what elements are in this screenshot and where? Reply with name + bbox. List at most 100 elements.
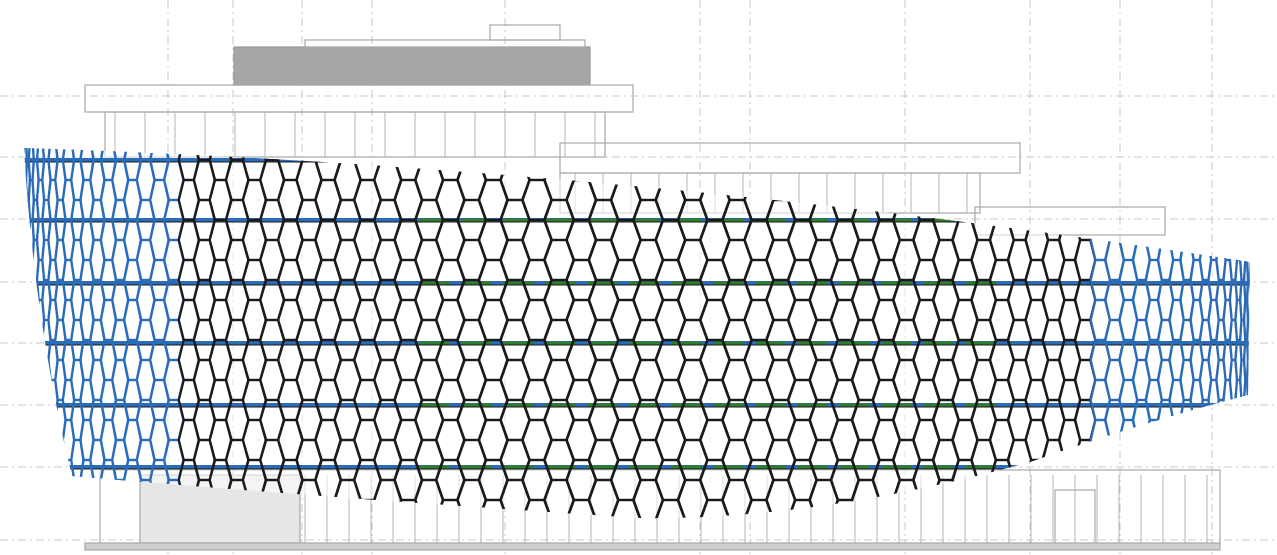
facade-hexagon-cell	[333, 148, 362, 162]
facade-hexagon-cell	[808, 148, 839, 162]
facade-hexagon-cell	[1144, 178, 1163, 222]
facade-hexagon-cell	[123, 498, 142, 519]
facade-hexagon-cell	[81, 100, 94, 140]
facade-hexagon-cell	[29, 100, 34, 140]
facade-hexagon-cell	[1245, 438, 1250, 482]
facade-hexagon-cell	[743, 148, 775, 182]
facade-hexagon-cell	[1104, 438, 1125, 482]
facade-hexagon-cell	[1234, 218, 1243, 262]
facade-hexagon-cell	[150, 100, 168, 140]
facade-hexagon-cell	[35, 338, 46, 382]
facade-hexagon-cell	[989, 178, 1015, 222]
facade-hexagon-cell	[31, 318, 40, 362]
facade-hexagon-cell	[1243, 148, 1250, 182]
facade-hexagon-cell	[932, 158, 960, 202]
facade-hexagon-cell	[951, 148, 979, 182]
facade-hexagon-cell	[932, 148, 960, 162]
facade-hexagon-cell	[970, 158, 997, 202]
facade-hexagon-cell	[851, 158, 881, 202]
facade-hexagon-cell	[808, 158, 839, 202]
facade-hexagon-cell	[1157, 148, 1175, 162]
facade-hexagon-cell	[677, 148, 709, 162]
facade-hexagon-cell	[831, 100, 858, 140]
facade-hexagon-cell	[1245, 478, 1250, 519]
facade-hexagon-cell	[1198, 158, 1213, 202]
facade-hexagon-cell	[1245, 148, 1250, 162]
facade-hexagon-cell	[41, 438, 52, 482]
facade-hexagon-cell	[892, 148, 921, 162]
facade-hexagon-cell	[111, 478, 130, 519]
facade-hexagon-cell	[611, 100, 640, 140]
facade-hexagon-cell	[912, 148, 941, 182]
facade-hexagon-cell	[24, 298, 29, 342]
facade-hexagon-cell	[1228, 198, 1239, 242]
facade-hexagon-cell	[912, 178, 941, 222]
facade-hexagon-cell	[24, 398, 31, 442]
facade-hexagon-cell	[1089, 148, 1111, 182]
facade-hexagon-cell	[1120, 100, 1138, 140]
facade-hexagon-cell	[654, 148, 687, 182]
facade-hexagon-cell	[1157, 478, 1175, 519]
facade-hexagon-cell	[1228, 398, 1239, 442]
facade-hexagon-cell	[1144, 418, 1163, 462]
facade-hexagon-cell	[656, 100, 685, 140]
facade-hexagon-cell	[477, 148, 509, 182]
facade-hexagon-cell	[1144, 458, 1163, 502]
facade-hexagon-cell	[990, 100, 1013, 140]
facade-hexagon-cell	[1104, 478, 1125, 519]
facade-hexagon-cell	[27, 418, 35, 462]
facade-hexagon-cell	[1207, 178, 1220, 222]
facade-hexagon-cell	[1104, 148, 1125, 162]
facade-hexagon-cell	[24, 278, 31, 322]
facade-hexagon-cell	[1209, 100, 1219, 140]
facade-hexagon-cell	[1244, 100, 1248, 140]
facade-hexagon-cell	[1170, 100, 1184, 140]
facade-hexagon-cell	[24, 358, 31, 402]
facade-hexagon-cell	[543, 148, 575, 162]
facade-hexagon-cell	[1228, 158, 1239, 202]
facade-hexagon-cell	[27, 498, 35, 519]
facade-hexagon-cell	[1243, 418, 1250, 462]
facade-hexagon-cell	[210, 100, 231, 140]
facade-hexagon-cell	[1245, 358, 1250, 402]
facade-hexagon-cell	[373, 148, 403, 162]
facade-hexagon-cell	[1146, 100, 1162, 140]
upper-slab	[84, 84, 634, 113]
facade-hexagon-cell	[1224, 100, 1232, 140]
facade-hexagon-cell	[932, 478, 960, 519]
facade-hexagon-cell	[1007, 478, 1033, 519]
facade-hexagon-cell	[1215, 478, 1227, 519]
facade-hexagon-cell	[1118, 458, 1139, 502]
facade-hexagon-cell	[1243, 218, 1250, 262]
facade-hexagon-cell	[1222, 218, 1233, 262]
facade-hexagon-cell	[989, 498, 1015, 519]
facade-hexagon-cell	[1074, 438, 1097, 482]
facade-hexagon-cell	[192, 148, 216, 162]
facade-hexagon-cell	[1239, 438, 1247, 482]
facade-hexagon-cell	[179, 100, 199, 140]
facade-hexagon-cell	[1179, 478, 1195, 519]
facade-hexagon-cell	[101, 100, 116, 140]
facade-hexagon-cell	[1234, 458, 1243, 502]
facade-hexagon-cell	[27, 258, 35, 302]
facade-hexagon-cell	[1234, 178, 1243, 222]
facade-hexagon-cell	[523, 100, 552, 140]
facade-hexagon-cell	[1118, 178, 1139, 222]
facade-hexagon-cell	[951, 178, 979, 222]
facade-hexagon-cell	[1074, 148, 1097, 162]
facade-hexagon-cell	[1058, 498, 1082, 519]
facade-hexagon-cell	[48, 100, 57, 140]
facade-hexagon-cell	[1157, 158, 1175, 202]
facade-hexagon-cell	[243, 100, 266, 140]
facade-hexagon-cell	[1104, 158, 1125, 202]
lower-slab	[974, 206, 1166, 236]
facade-hexagon-cell	[1058, 458, 1082, 502]
facade-hexagon-cell	[1189, 458, 1204, 502]
facade-hexagon-cell	[99, 498, 117, 519]
facade-hexagon-cell	[27, 338, 35, 382]
facade-hexagon-cell	[278, 100, 302, 140]
facade-hexagon-cell	[1074, 478, 1097, 519]
facade-hexagon-cell	[70, 478, 85, 519]
facade-hexagon-cell	[37, 100, 44, 140]
